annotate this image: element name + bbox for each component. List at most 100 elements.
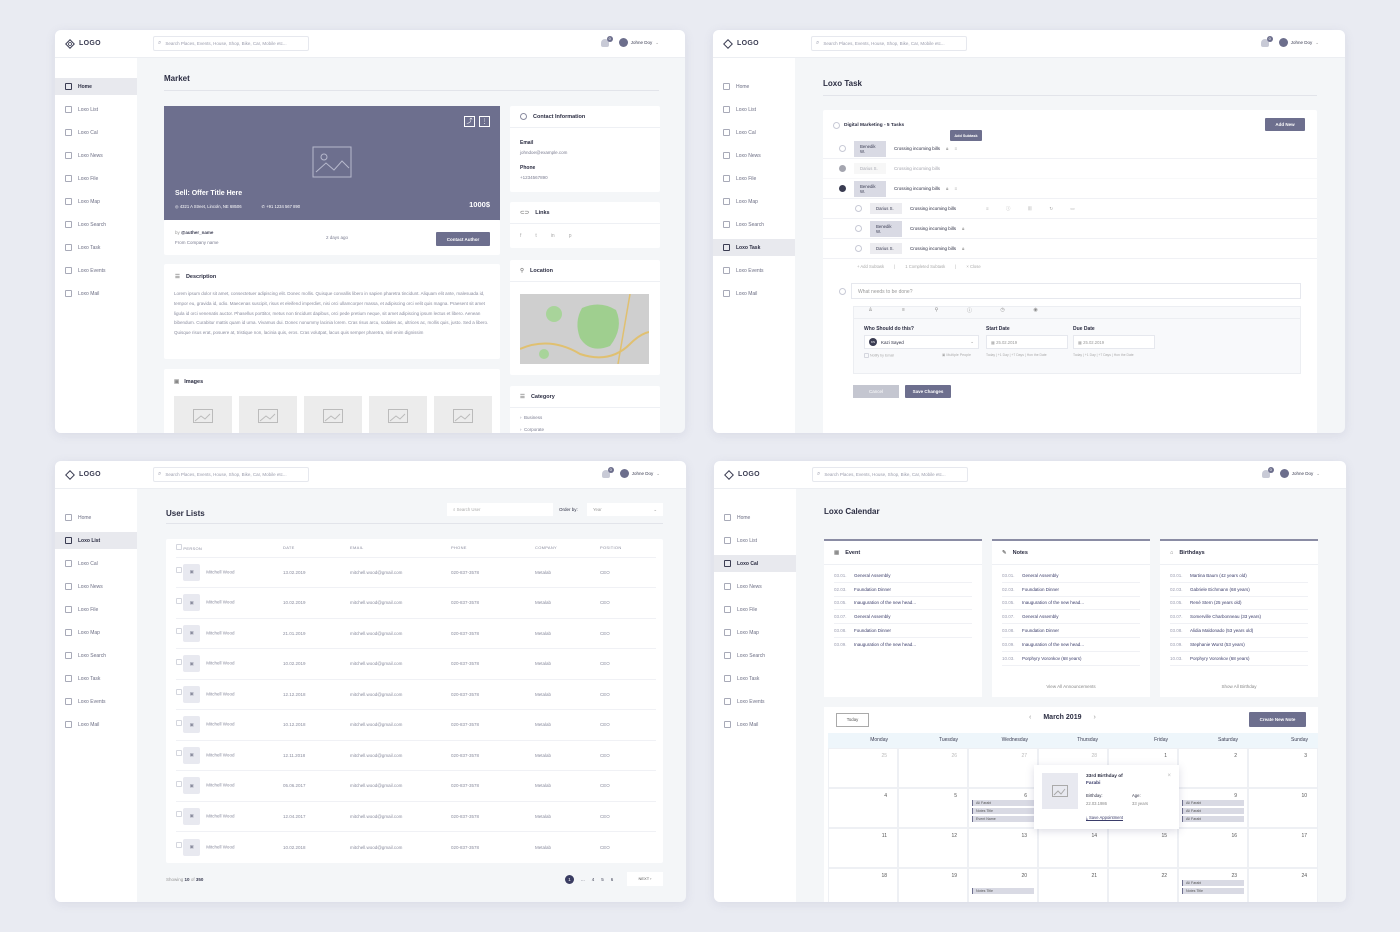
assignee-select[interactable]: KS Kazi Sayed ⌄ — [864, 335, 979, 349]
sidebar-item-map[interactable]: Loxo Map — [714, 624, 796, 641]
author-name[interactable]: @auther_name — [181, 230, 214, 235]
table-row[interactable]: ▣ Mitchell Wood 13.02.2019 mitchell.wood@gm… — [176, 556, 656, 588]
task-check-done[interactable] — [839, 185, 846, 192]
day-cell[interactable]: 18 — [828, 868, 898, 902]
row-checkbox[interactable] — [176, 658, 182, 665]
logo[interactable]: LOGO — [55, 38, 137, 49]
facebook-icon[interactable]: f — [520, 233, 522, 239]
attachment-tab-icon[interactable]: ⚲ — [934, 307, 939, 313]
day-cell[interactable]: 27 — [968, 748, 1038, 788]
calendar-event[interactable]: Ali Farabi — [1182, 880, 1244, 886]
birthday-item[interactable]: 03.09. Stephanie Wurst (53 years) — [1170, 638, 1308, 652]
note-item[interactable]: 02.03. Foundation Dinner — [1002, 583, 1140, 597]
day-cell[interactable]: 23 Ali Farabi Notes Title — [1178, 868, 1248, 902]
info-tab-icon[interactable]: ⓘ — [966, 308, 972, 314]
subtask-icon[interactable]: ≡ — [954, 186, 958, 191]
task-check[interactable] — [839, 145, 846, 152]
category-item[interactable]: › Business — [520, 415, 543, 420]
share-icon[interactable]: ⤴ — [464, 116, 475, 127]
sidebar-item-events[interactable]: Loxo Events — [713, 262, 795, 279]
sidebar-item-file[interactable]: Loxo File — [713, 170, 795, 187]
sidebar-item-mail[interactable]: Loxo Mail — [55, 716, 137, 733]
day-cell[interactable]: 11 — [828, 828, 898, 868]
linkedin-icon[interactable]: in — [550, 233, 555, 239]
row-checkbox[interactable] — [176, 842, 182, 849]
image-thumb[interactable] — [434, 396, 492, 433]
subtask-row[interactable]: Darius S. Crossing incoming bills ≡ ⓘ ▦ ↻ … — [823, 199, 1317, 219]
col-email[interactable]: EMAIL — [350, 545, 364, 551]
day-cell[interactable]: 15 — [1108, 828, 1178, 868]
calendar-event[interactable]: Notes Title — [972, 888, 1034, 894]
col-person[interactable]: PERSON — [183, 546, 203, 552]
day-cell[interactable]: 20 Notes Title — [968, 868, 1038, 902]
sidebar-item-search[interactable]: Loxo Search — [714, 647, 796, 664]
search-input[interactable]: ⌕ Search Places, Events, House, Shop, Bik… — [811, 36, 967, 51]
task-row[interactable]: Benedik W. Crossing incoming bills 🔒︎ ≡ — [823, 179, 1317, 199]
sidebar-item-map[interactable]: Loxo Map — [713, 193, 795, 210]
image-thumb[interactable] — [304, 396, 362, 433]
sidebar-item-cal[interactable]: Loxo Cal — [55, 124, 137, 141]
collapse-icon[interactable] — [833, 122, 840, 129]
calendar-event[interactable]: Notes Title — [972, 808, 1034, 814]
row-checkbox[interactable] — [176, 780, 182, 787]
calendar-event[interactable]: Ali Farabi — [1182, 808, 1244, 814]
day-cell[interactable]: 14 — [1038, 828, 1108, 868]
task-check[interactable] — [855, 225, 862, 232]
location-map[interactable] — [520, 294, 649, 364]
table-row[interactable]: ▣ Mitchell Wood 10.02.2019 mitchell.wood@gm… — [176, 648, 656, 679]
bell-icon[interactable]: 0 — [1260, 35, 1273, 47]
order-by-select[interactable]: Year ⌄ — [587, 503, 663, 516]
user-menu[interactable]: 0 Johne Doy ⌄ — [1260, 35, 1319, 47]
event-item[interactable]: 03.08. Foundation Dinner — [834, 624, 972, 638]
day-cell[interactable]: 9 Ali Farabi Ali Farabi Ali Farabi — [1178, 788, 1248, 828]
task-check[interactable] — [855, 205, 862, 212]
task-check-done[interactable] — [839, 165, 846, 172]
sidebar-item-file[interactable]: Loxo File — [55, 170, 137, 187]
day-cell[interactable]: 21 — [1038, 868, 1108, 902]
sidebar-item-cal[interactable]: Loxo Cal — [713, 124, 795, 141]
sidebar-item-file[interactable]: Loxo File — [714, 601, 796, 618]
clock-tab-icon[interactable]: ◷ — [1000, 307, 1005, 313]
sidebar-item-list[interactable]: Loxo List — [713, 101, 795, 118]
sidebar-item-home[interactable]: Home — [55, 78, 137, 95]
sidebar-item-list[interactable]: Loxo List — [55, 532, 137, 549]
start-quick-options[interactable]: Today | +1 Day | +7 Days | Hon the Date — [986, 353, 1047, 357]
view-all-announcements-link[interactable]: View All Announcements — [1046, 684, 1096, 689]
task-row[interactable]: Benedik W. Crossing incoming bills 🔒︎ ≡ — [823, 139, 1317, 159]
search-input[interactable]: ⌕ Search Places, Events, House, Shop, Bik… — [153, 467, 309, 482]
next-month-icon[interactable]: › — [1093, 714, 1096, 721]
show-all-birthday-link[interactable]: Show All Birthday — [1221, 684, 1257, 689]
col-position[interactable]: POSITION — [600, 545, 622, 551]
sidebar-item-news[interactable]: Loxo News — [55, 578, 137, 595]
sidebar-item-mail[interactable]: Loxo Mail — [55, 285, 137, 302]
image-thumb[interactable] — [369, 396, 427, 433]
logo[interactable]: LOGO — [713, 38, 795, 49]
day-cell[interactable]: 4 — [828, 788, 898, 828]
day-cell[interactable]: 16 — [1178, 828, 1248, 868]
subtask-row[interactable]: Benedik W. Crossing incoming bills 🔒︎ — [823, 219, 1317, 239]
user-menu[interactable]: 0 Johne Doy ⌄ — [600, 35, 659, 47]
new-task-input[interactable]: What needs to be done? — [851, 283, 1301, 299]
birthday-item[interactable]: 03.08. Alidia Maldonado (53 years old) — [1170, 624, 1308, 638]
sidebar-item-mail[interactable]: Loxo Mail — [713, 285, 795, 302]
save-appointment-link[interactable]: ⤓ Save Appointment — [1086, 815, 1123, 820]
completed-subtask-link[interactable]: 1 Completed Subtask — [905, 264, 946, 269]
day-cell[interactable]: 19 — [898, 868, 968, 902]
sidebar-item-list[interactable]: Loxo List — [55, 101, 137, 118]
day-cell[interactable]: 6 Ali Farabi Notes Title Event Name — [968, 788, 1038, 828]
eye-tab-icon[interactable]: ◉ — [1033, 307, 1038, 313]
col-company[interactable]: COMPANY — [535, 545, 558, 551]
task-check[interactable] — [855, 245, 862, 252]
table-row[interactable]: ▣ Mitchell Wood 10.02.2018 mitchell.wood@gm… — [176, 831, 656, 862]
save-changes-button[interactable]: Save Changes — [905, 385, 951, 398]
user-menu[interactable]: 0 Johne Doy ⌄ — [1261, 466, 1320, 478]
add-subtask-link[interactable]: + Add Subtask — [857, 264, 885, 269]
sidebar-item-news[interactable]: Loxo News — [55, 147, 137, 164]
category-item[interactable]: › Corporate — [520, 427, 545, 432]
page-1-button[interactable]: 1 — [565, 875, 574, 884]
row-checkbox[interactable] — [176, 567, 182, 574]
sidebar-item-home[interactable]: Home — [55, 509, 137, 526]
sidebar-item-events[interactable]: Loxo Events — [55, 262, 137, 279]
row-checkbox[interactable] — [176, 689, 182, 696]
contact-author-button[interactable]: Contact Author — [436, 232, 490, 246]
